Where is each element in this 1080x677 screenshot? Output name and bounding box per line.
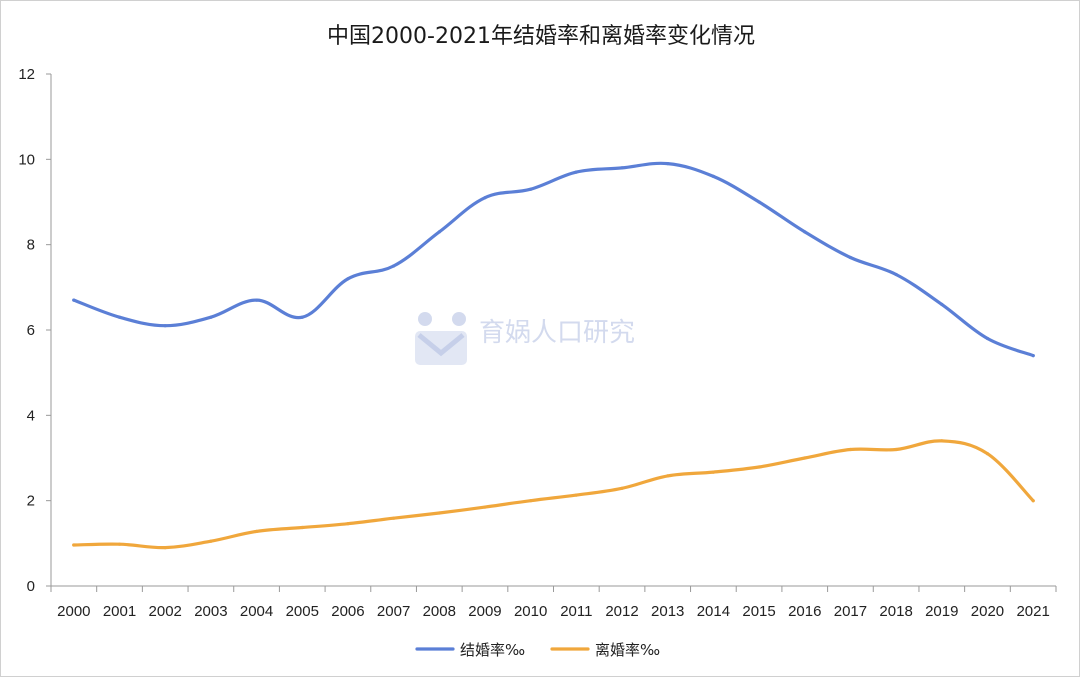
data-point [163,324,167,328]
x-tick-label: 2006 [331,603,364,620]
data-point [711,174,716,178]
data-point [209,315,213,319]
data-point [392,516,396,520]
data-point [529,187,533,191]
data-point [529,499,533,503]
series-line-2 [72,439,1035,550]
x-tick-label: 2003 [194,603,227,620]
x-tick-label: 2008 [423,603,456,620]
data-point [346,522,350,526]
x-tick-label: 2016 [788,603,821,620]
x-tick-label: 2014 [697,603,730,620]
data-point [574,170,578,174]
data-point [620,166,624,170]
data-point [117,542,122,546]
data-point [300,315,304,319]
x-tick-label: 2011 [560,603,592,620]
data-point [620,486,624,490]
y-axis: 0 2 4 6 8 10 12 [18,66,52,595]
x-tick-label: 2015 [742,603,775,620]
legend-label-2: 离婚率‰ [595,641,660,659]
data-point [940,302,944,306]
data-point [803,230,807,234]
data-point [666,162,670,166]
data-point [255,529,259,534]
x-tick-label: 2007 [377,603,410,620]
data-point [255,298,259,302]
data-point [300,525,304,530]
y-tick-label: 12 [18,66,35,83]
x-tick-label: 2005 [286,603,319,620]
data-point [1031,354,1035,358]
y-tick-label: 8 [27,237,35,254]
data-point [757,200,761,204]
y-tick-label: 4 [27,407,35,424]
legend-label-1: 结婚率‰ [460,641,525,659]
series-line-1 [72,161,1035,358]
y-tick-label: 2 [27,493,35,510]
data-point [483,505,487,509]
x-tick-label: 2002 [149,603,182,620]
people-logo-icon [415,312,467,365]
data-point [894,447,898,452]
x-tick-label: 2017 [834,603,867,620]
data-point [163,546,167,550]
data-point [209,539,213,543]
data-point [483,196,487,200]
data-point [757,465,761,469]
data-point [666,474,670,478]
data-point [1031,499,1035,503]
x-tick-label: 2012 [605,603,638,620]
y-tick-label: 10 [18,151,35,168]
data-point [346,277,350,281]
x-tick-label: 2000 [57,603,90,620]
x-axis: 2000 2001 2002 2003 2004 2005 2006 2007 2008 2009… [50,585,1057,620]
chart-title: 中国2000-2021年结婚率和离婚率变化情况 [327,24,755,49]
series-layer [72,161,1035,550]
x-tick-label: 2010 [514,603,547,620]
watermark: 育娲人口研究 [415,312,635,365]
data-point [117,315,122,319]
x-tick-label: 2001 [103,603,136,620]
data-point [985,336,990,341]
data-point [985,452,990,456]
watermark-text: 育娲人口研究 [479,318,635,348]
y-tick-label: 0 [27,578,35,595]
x-tick-label: 2018 [879,603,912,620]
legend: 结婚率‰ 离婚率‰ [415,641,660,659]
data-point [437,511,441,515]
data-point [72,298,76,302]
x-tick-label: 2013 [651,603,684,620]
data-point [848,447,853,452]
data-point [437,230,441,234]
data-point [848,255,853,260]
x-tick-label: 2004 [240,603,273,620]
data-point [894,272,898,277]
x-tick-label: 2009 [468,603,501,620]
x-tick-label: 2020 [971,603,1004,620]
data-point [711,470,716,474]
y-tick-label: 6 [27,322,35,339]
data-point [72,543,76,547]
data-point [574,493,578,497]
x-tick-label: 2021 [1016,603,1049,620]
data-point [392,264,396,268]
data-point [940,439,944,443]
x-tick-label: 2019 [925,603,958,620]
data-point [803,456,807,460]
